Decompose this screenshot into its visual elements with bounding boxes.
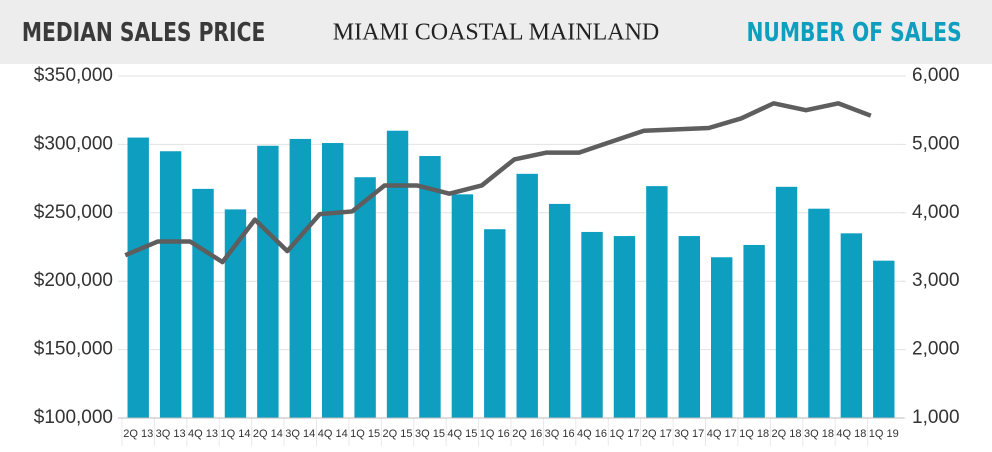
chart-title: MIAMI COASTAL MAINLAND — [333, 20, 660, 46]
x-tick-label: 1Q 14 — [220, 428, 250, 440]
bar — [451, 194, 474, 418]
x-tick-label: 2Q 15 — [383, 428, 413, 440]
bar — [840, 233, 863, 418]
y-tick-label: $200,000 — [34, 270, 113, 291]
y2-tick-label: 2,000 — [912, 339, 960, 360]
x-tick-label: 3Q 13 — [156, 428, 186, 440]
bar — [646, 186, 668, 418]
x-tick-label: 2Q 17 — [642, 428, 672, 440]
y2-tick-label: 3,000 — [912, 270, 960, 291]
bar — [581, 231, 603, 418]
bar — [224, 209, 247, 418]
x-tick-label: 2Q 16 — [512, 428, 542, 440]
bar — [711, 257, 733, 418]
x-tick-label: 2Q 14 — [253, 428, 283, 440]
bar — [419, 156, 441, 418]
y2-tick-label: 5,000 — [912, 133, 960, 154]
x-tick-label: 3Q 18 — [804, 428, 834, 440]
x-tick-label: 1Q 16 — [480, 428, 510, 440]
bar — [159, 151, 182, 419]
x-tick-label: 1Q 18 — [739, 428, 769, 440]
y-tick-label: $250,000 — [34, 202, 113, 223]
y-tick-label: $350,000 — [34, 65, 113, 86]
header-band — [0, 0, 992, 64]
x-tick-label: 3Q 15 — [415, 428, 445, 440]
x-tick-label: 4Q 14 — [318, 428, 348, 440]
x-tick-label: 3Q 17 — [674, 428, 704, 440]
x-tick-label: 3Q 16 — [545, 428, 575, 440]
x-tick-label: 1Q 17 — [609, 428, 639, 440]
x-tick-label: 1Q 15 — [350, 428, 380, 440]
bar — [386, 130, 409, 418]
x-tick-label: 4Q 18 — [836, 428, 866, 440]
y2-tick-label: 1,000 — [912, 407, 960, 428]
y-tick-label: $300,000 — [34, 133, 113, 154]
x-tick-label: 2Q 18 — [772, 428, 802, 440]
x-tick-label: 4Q 15 — [447, 428, 477, 440]
y-tick-label: $150,000 — [34, 339, 113, 360]
y-tick-label: $100,000 — [34, 407, 113, 428]
x-tick-label: 4Q 17 — [707, 428, 737, 440]
bar — [192, 188, 214, 418]
x-tick-label: 4Q 13 — [188, 428, 218, 440]
price-line — [124, 101, 872, 265]
bar — [354, 177, 376, 418]
bar — [257, 145, 279, 418]
bar — [873, 260, 895, 418]
y2-tick-label: 4,000 — [912, 202, 960, 223]
x-tick-label: 2Q 13 — [123, 428, 153, 440]
left-axis-title: MEDIAN SALES PRICE — [22, 18, 265, 48]
x-tick-label: 3Q 14 — [285, 428, 315, 440]
bar — [484, 229, 506, 418]
x-tick-label: 4Q 16 — [577, 428, 607, 440]
y2-tick-label: 6,000 — [912, 65, 960, 86]
bar — [516, 173, 538, 418]
x-tick-label: 1Q 19 — [869, 428, 899, 440]
right-axis-title: NUMBER OF SALES — [746, 18, 961, 48]
bar — [808, 208, 830, 418]
bar — [127, 137, 149, 418]
bar — [743, 244, 765, 418]
bar — [289, 138, 311, 419]
bar — [322, 143, 344, 419]
bar — [678, 236, 700, 418]
bar — [548, 203, 571, 418]
bar — [613, 236, 636, 418]
bar — [775, 186, 798, 418]
